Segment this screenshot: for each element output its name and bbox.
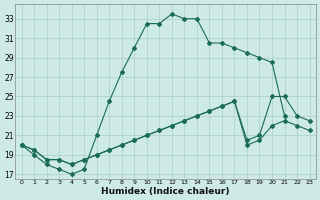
X-axis label: Humidex (Indice chaleur): Humidex (Indice chaleur): [101, 187, 230, 196]
